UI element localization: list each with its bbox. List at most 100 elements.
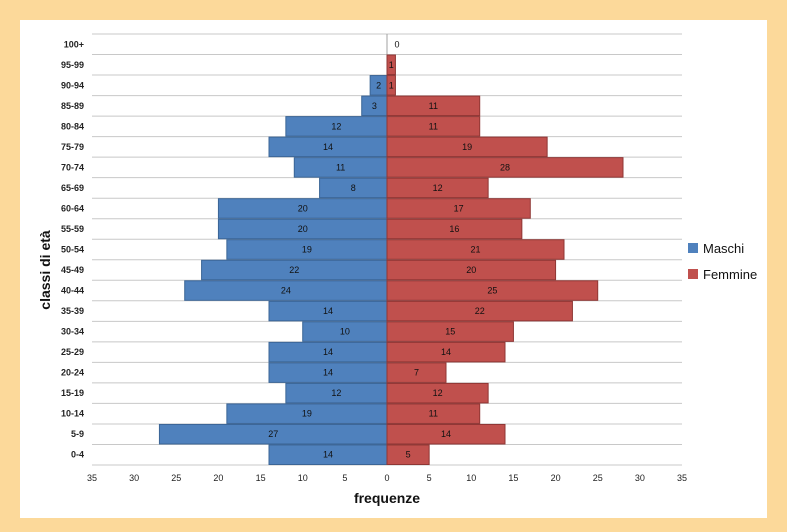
bar-femmine (386, 280, 599, 301)
y-tick-label: 30-34 (61, 327, 84, 337)
data-label-maschi: 12 (331, 388, 341, 398)
x-tick-label: 15 (256, 473, 266, 483)
bars (158, 54, 624, 466)
data-label-femmine: 25 (487, 286, 497, 296)
data-label-femmine: 28 (500, 162, 510, 172)
x-tick-label: 10 (298, 473, 308, 483)
data-label-femmine: 16 (449, 224, 459, 234)
x-tick-label: 0 (384, 473, 389, 483)
bar-femmine (386, 403, 481, 424)
y-tick-label: 75-79 (61, 142, 84, 152)
data-label-maschi: 20 (298, 224, 308, 234)
data-label-maschi: 14 (323, 347, 333, 357)
x-tick-label: 15 (508, 473, 518, 483)
y-tick-label: 45-49 (61, 265, 84, 275)
bar-femmine (386, 300, 573, 322)
bar-femmine (386, 177, 489, 199)
data-label-maschi: 22 (289, 265, 299, 275)
data-label-maschi: 10 (340, 327, 350, 337)
data-label-femmine: 0 (394, 39, 399, 49)
y-tick-label: 100+ (64, 39, 84, 49)
y-tick-label: 5-9 (71, 429, 84, 439)
y-tick-label: 15-19 (61, 388, 84, 398)
data-label-maschi: 8 (351, 183, 356, 193)
bar-femmine (386, 95, 481, 117)
data-label-maschi: 3 (372, 101, 377, 111)
data-label-femmine: 15 (445, 327, 455, 337)
data-label-femmine: 11 (429, 101, 438, 111)
bar-femmine (386, 218, 523, 240)
x-tick-label: 35 (677, 473, 687, 483)
x-tick-label: 20 (213, 473, 223, 483)
x-tick-label: 5 (342, 473, 347, 483)
x-tick-label: 20 (551, 473, 561, 483)
data-label-maschi: 14 (323, 450, 333, 460)
y-tick-label: 25-29 (61, 347, 84, 357)
y-tick-label: 20-24 (61, 368, 84, 378)
y-tick-label: 0-4 (71, 450, 84, 460)
y-tick-label: 95-99 (61, 60, 84, 70)
y-tick-label: 40-44 (61, 286, 84, 296)
bar-femmine (386, 362, 447, 383)
y-tick-label: 65-69 (61, 183, 84, 193)
y-tick-label: 70-74 (61, 162, 84, 172)
data-label-femmine: 11 (429, 121, 438, 131)
y-tick-label: 55-59 (61, 224, 84, 234)
bar-femmine (386, 136, 548, 158)
axis-ticks: 0-4 5-9 10-14 15-19 20-24 25-29 30-34 35-39 40-4… (61, 39, 687, 483)
data-label-femmine: 14 (441, 429, 451, 439)
data-label-femmine: 21 (470, 245, 480, 255)
data-label-femmine: 22 (475, 306, 485, 316)
bar-femmine (386, 321, 514, 342)
data-label-maschi: 14 (323, 142, 333, 152)
y-tick-label: 35-39 (61, 306, 84, 316)
y-tick-label: 50-54 (61, 245, 84, 255)
legend-label-femmine: Femmine (703, 267, 757, 282)
data-label-femmine: 20 (466, 265, 476, 275)
y-axis-title: classi di età (37, 230, 53, 310)
data-label-maschi: 24 (281, 286, 291, 296)
y-tick-label: 80-84 (61, 121, 84, 131)
bar-femmine (386, 382, 489, 404)
x-tick-label: 10 (466, 473, 476, 483)
y-tick-label: 10-14 (61, 409, 84, 419)
data-label-femmine: 5 (406, 450, 411, 460)
y-tick-label: 85-89 (61, 101, 84, 111)
bar-femmine (386, 259, 557, 281)
data-label-femmine: 1 (389, 80, 394, 90)
x-tick-label: 25 (171, 473, 181, 483)
chart-frame: 14 5 27 14 19 11 12 12 14 7 14 14 10 15 14 22 24 25 22 20 19… (20, 20, 767, 518)
bar-femmine (386, 54, 396, 76)
data-label-maschi: 12 (331, 121, 341, 131)
data-label-femmine: 1 (389, 60, 394, 70)
data-label-maschi: 27 (268, 429, 278, 439)
y-tick-label: 90-94 (61, 80, 84, 90)
x-axis-title: frequenze (354, 490, 420, 506)
legend: Maschi Femmine (688, 241, 757, 282)
bar-femmine (386, 423, 506, 445)
legend-label-maschi: Maschi (703, 241, 744, 256)
data-label-femmine: 12 (433, 388, 443, 398)
legend-swatch-maschi (688, 243, 698, 253)
x-tick-label: 35 (87, 473, 97, 483)
bar-femmine (386, 239, 565, 260)
data-label-maschi: 2 (376, 80, 381, 90)
bar-femmine (386, 75, 396, 96)
data-label-femmine: 7 (414, 368, 419, 378)
x-tick-label: 5 (427, 473, 432, 483)
x-tick-label: 25 (593, 473, 603, 483)
data-label-femmine: 11 (429, 409, 438, 419)
x-tick-label: 30 (635, 473, 645, 483)
legend-swatch-femmine (688, 269, 698, 279)
data-label-maschi: 20 (298, 203, 308, 213)
data-label-maschi: 14 (323, 306, 333, 316)
y-tick-label: 60-64 (61, 203, 84, 213)
bar-femmine (386, 116, 481, 137)
x-tick-label: 30 (129, 473, 139, 483)
data-label-femmine: 12 (433, 183, 443, 193)
bar-femmine (386, 341, 506, 363)
data-label-femmine: 19 (462, 142, 472, 152)
bar-femmine (386, 157, 624, 178)
